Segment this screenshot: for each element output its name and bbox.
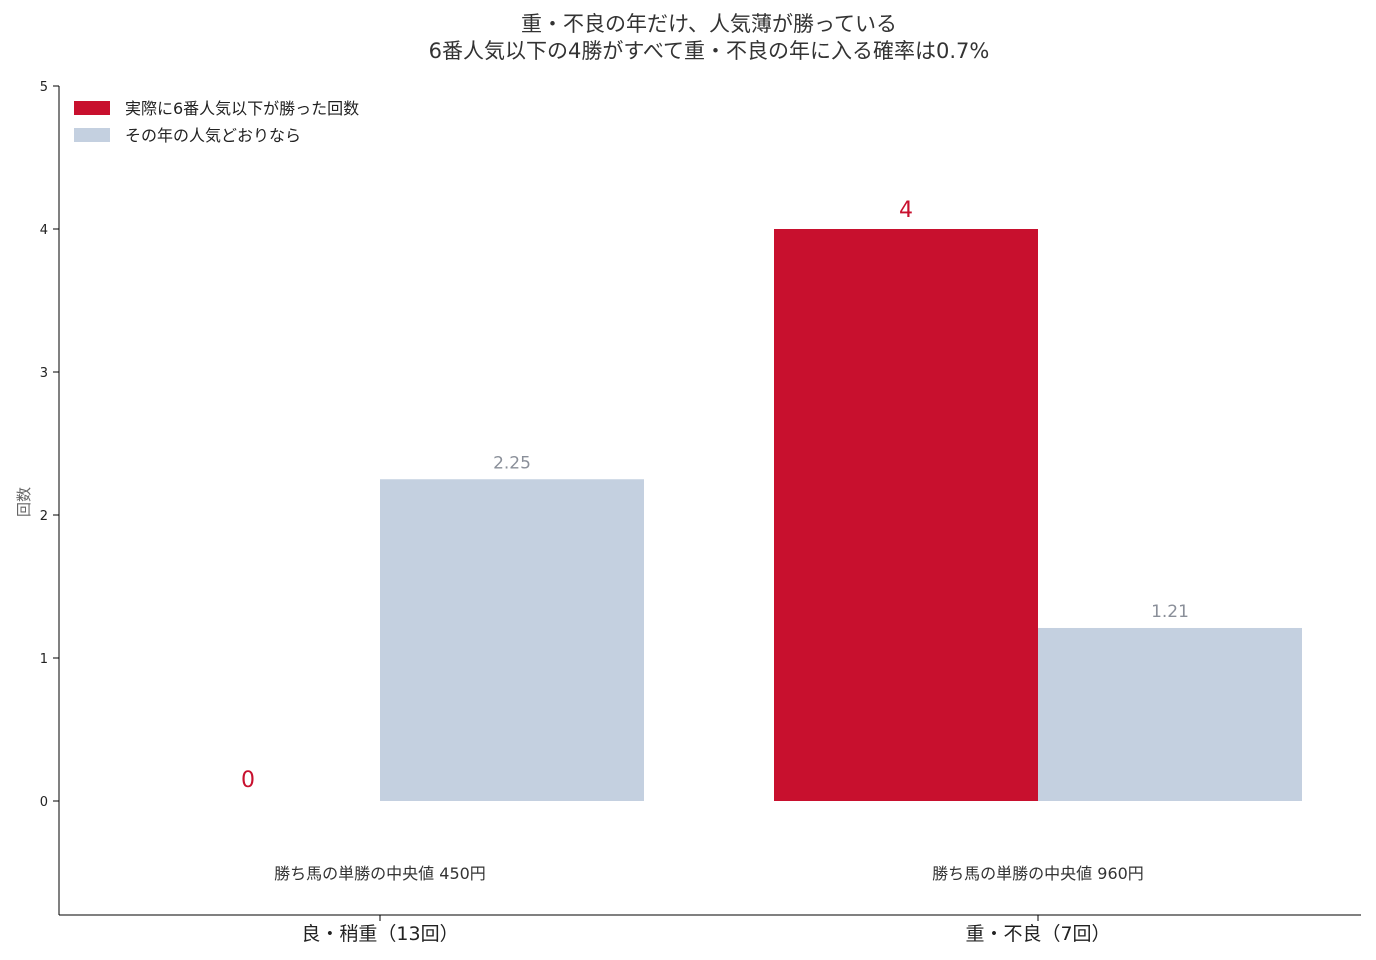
x-tick-label-heavy: 重・不良（7回）: [965, 923, 1110, 945]
legend-label-actual: 実際に6番人気以下が勝った回数: [125, 99, 359, 118]
y-tick-label: 5: [40, 80, 48, 95]
legend-label-expected: その年の人気どおりなら: [125, 126, 301, 145]
y-tick-label: 2: [40, 509, 48, 524]
data-label-actual-1: 4: [899, 198, 913, 223]
data-label-actual-0: 0: [241, 768, 255, 793]
y-tick-label: 1: [40, 652, 48, 667]
bars: [380, 229, 1302, 801]
y-axis-label: 回数: [15, 487, 33, 517]
x-tick-label-good: 良・稍重（13回）: [301, 923, 458, 945]
bar-expected-1: [1038, 627, 1302, 801]
legend-swatch-actual: [74, 101, 110, 115]
legend: 実際に6番人気以下が勝った回数 その年の人気どおりなら: [74, 99, 359, 145]
category-note-good: 勝ち馬の単勝の中央値 450円: [274, 864, 486, 883]
chart-title: 重・不良の年だけ、人気薄が勝っている: [521, 12, 897, 36]
category-note-heavy: 勝ち馬の単勝の中央値 960円: [932, 864, 1144, 883]
legend-swatch-expected: [74, 128, 110, 142]
y-tick-label: 4: [40, 223, 48, 238]
data-labels: 0 4 2.25 1.21: [241, 198, 1189, 793]
bar-actual-1: [774, 229, 1038, 801]
data-label-expected-1: 1.21: [1151, 602, 1189, 622]
y-tick-label: 3: [40, 366, 48, 381]
y-tick-label: 0: [40, 795, 48, 810]
y-ticks: 0 1 2 3 4 5: [40, 80, 59, 810]
bar-expected-0: [380, 479, 644, 801]
data-label-expected-0: 2.25: [493, 453, 531, 473]
chart-subtitle: 6番人気以下の4勝がすべて重・不良の年に入る確率は0.7%: [429, 39, 990, 63]
